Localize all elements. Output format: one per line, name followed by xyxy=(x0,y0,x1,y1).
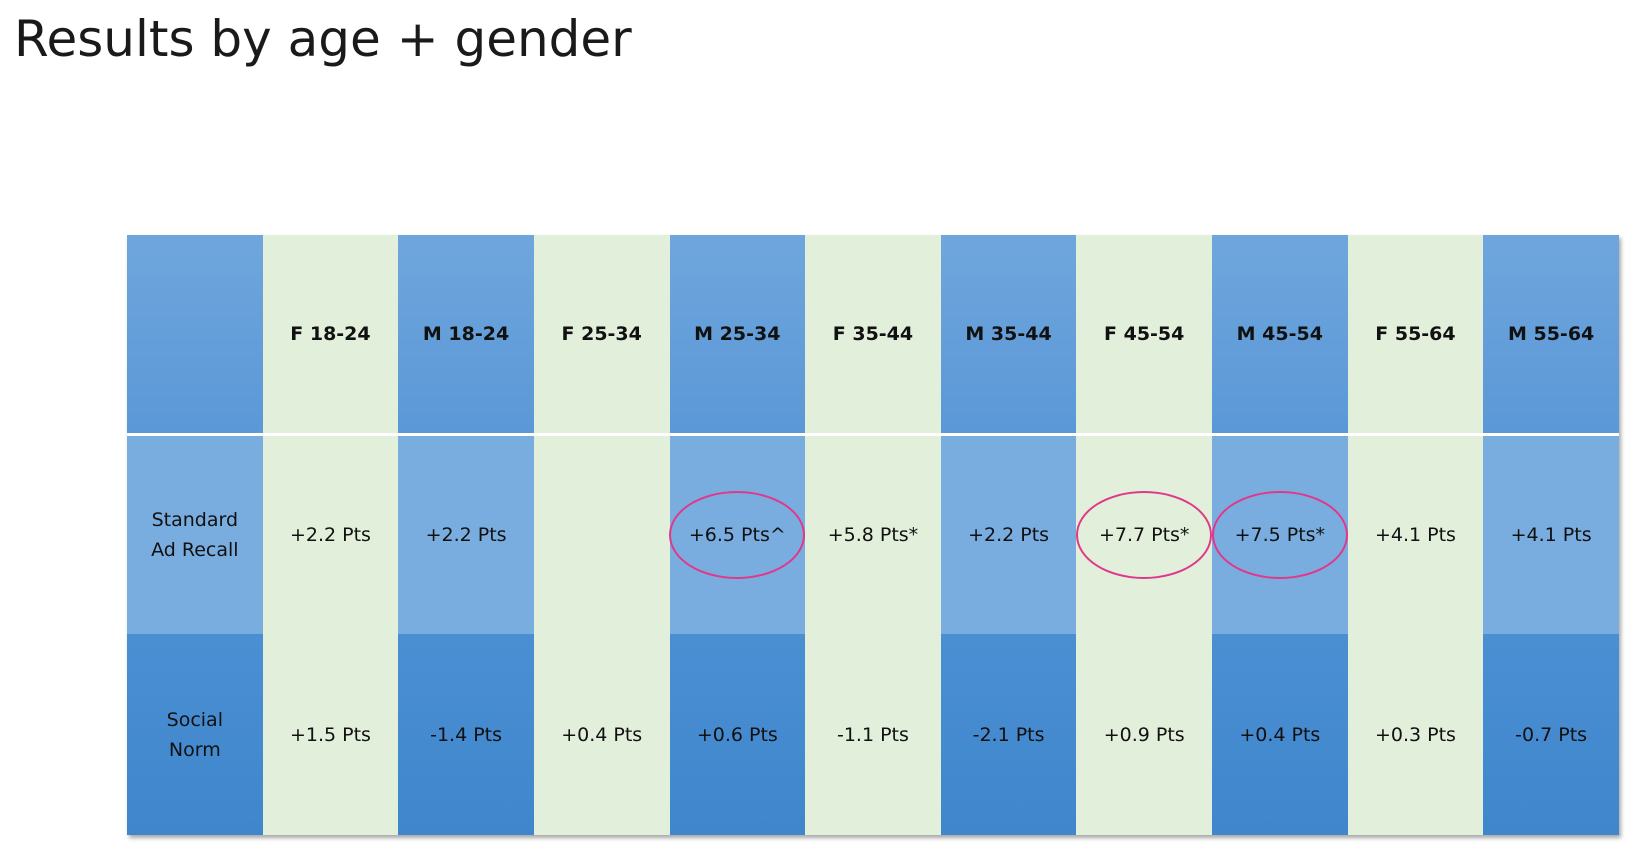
cell-value: -0.7 Pts xyxy=(1515,723,1588,746)
table-cell: -2.1 Pts xyxy=(940,634,1077,835)
table-cell: +7.5 Pts* xyxy=(1211,434,1348,634)
cell-value: +0.3 Pts xyxy=(1374,723,1456,746)
cell-value: -1.1 Pts xyxy=(836,723,909,746)
row-label: Standard Ad Recall xyxy=(127,434,263,634)
table-cell: +0.3 Pts xyxy=(1347,634,1484,835)
row-label: Social Norm xyxy=(127,634,263,835)
column-header: M 45-54 xyxy=(1212,235,1348,436)
row-label-line: Ad Recall xyxy=(151,538,239,561)
cell-value: +7.7 Pts* xyxy=(1098,523,1190,546)
table-cell: -1.4 Pts xyxy=(398,634,534,835)
cell-value: +4.1 Pts xyxy=(1510,523,1592,546)
table-row-social-norm: Social Norm +1.5 Pts -1.4 Pts +0.4 Pts +… xyxy=(127,634,1619,835)
cell-value: -1.4 Pts xyxy=(430,723,503,746)
table-row-standard-ad-recall: Standard Ad Recall +2.2 Pts +2.2 Pts +6.… xyxy=(127,434,1619,634)
column-header: M 55-64 xyxy=(1483,235,1619,436)
table-cell: +1.5 Pts xyxy=(262,634,399,835)
table-cell: +2.2 Pts xyxy=(262,434,399,634)
results-table-container: F 18-24 M 18-24 F 25-34 M 25-34 F 35-44 … xyxy=(127,235,1619,835)
table-cell: +0.9 Pts xyxy=(1076,634,1212,835)
cell-value: -2.1 Pts xyxy=(972,723,1045,746)
cell-value: +0.4 Pts xyxy=(561,723,643,746)
table-cell: +2.2 Pts xyxy=(940,434,1077,634)
table-cell: -0.7 Pts xyxy=(1483,634,1619,835)
cell-value: +6.5 Pts^ xyxy=(688,523,786,546)
cell-value: +0.6 Pts xyxy=(696,723,778,746)
table-cell: -1.1 Pts xyxy=(805,634,941,835)
slide-title: Results by age + gender xyxy=(14,10,632,68)
table-cell: +0.4 Pts xyxy=(533,634,670,835)
cell-value: +0.4 Pts xyxy=(1239,723,1321,746)
row-label-line: Standard xyxy=(151,508,239,531)
column-header: M 18-24 xyxy=(398,235,534,436)
table-cell: +4.1 Pts xyxy=(1483,434,1619,634)
column-header: M 25-34 xyxy=(669,235,806,436)
cell-value: +2.2 Pts xyxy=(968,523,1050,546)
cell-value: +0.9 Pts xyxy=(1103,723,1185,746)
table-cell: +0.6 Pts xyxy=(669,634,806,835)
header-row: F 18-24 M 18-24 F 25-34 M 25-34 F 35-44 … xyxy=(127,235,1619,436)
row-label-line: Norm xyxy=(168,738,221,761)
table-cell xyxy=(533,434,670,634)
table-cell: +2.2 Pts xyxy=(398,434,534,634)
cell-value: +4.1 Pts xyxy=(1374,523,1456,546)
cell-value: +2.2 Pts xyxy=(425,523,507,546)
cell-value: +5.8 Pts* xyxy=(827,523,919,546)
cell-value: +7.5 Pts* xyxy=(1234,523,1326,546)
column-header: F 18-24 xyxy=(262,235,399,436)
table-cell: +5.8 Pts* xyxy=(805,434,941,634)
column-header: F 55-64 xyxy=(1347,235,1484,436)
cell-value: +1.5 Pts xyxy=(289,723,371,746)
column-header: F 25-34 xyxy=(533,235,670,436)
table-cell: +4.1 Pts xyxy=(1347,434,1484,634)
table-cell: +0.4 Pts xyxy=(1212,634,1348,835)
corner-cell xyxy=(127,235,263,436)
column-header: F 35-44 xyxy=(805,235,941,436)
column-header: F 45-54 xyxy=(1076,235,1212,436)
table-cell: +7.7 Pts* xyxy=(1076,434,1213,634)
row-label-line: Social xyxy=(166,708,223,731)
cell-value: +2.2 Pts xyxy=(289,523,371,546)
results-table: F 18-24 M 18-24 F 25-34 M 25-34 F 35-44 … xyxy=(127,235,1619,835)
table-cell: +6.5 Pts^ xyxy=(669,434,806,634)
column-header: M 35-44 xyxy=(940,235,1077,436)
